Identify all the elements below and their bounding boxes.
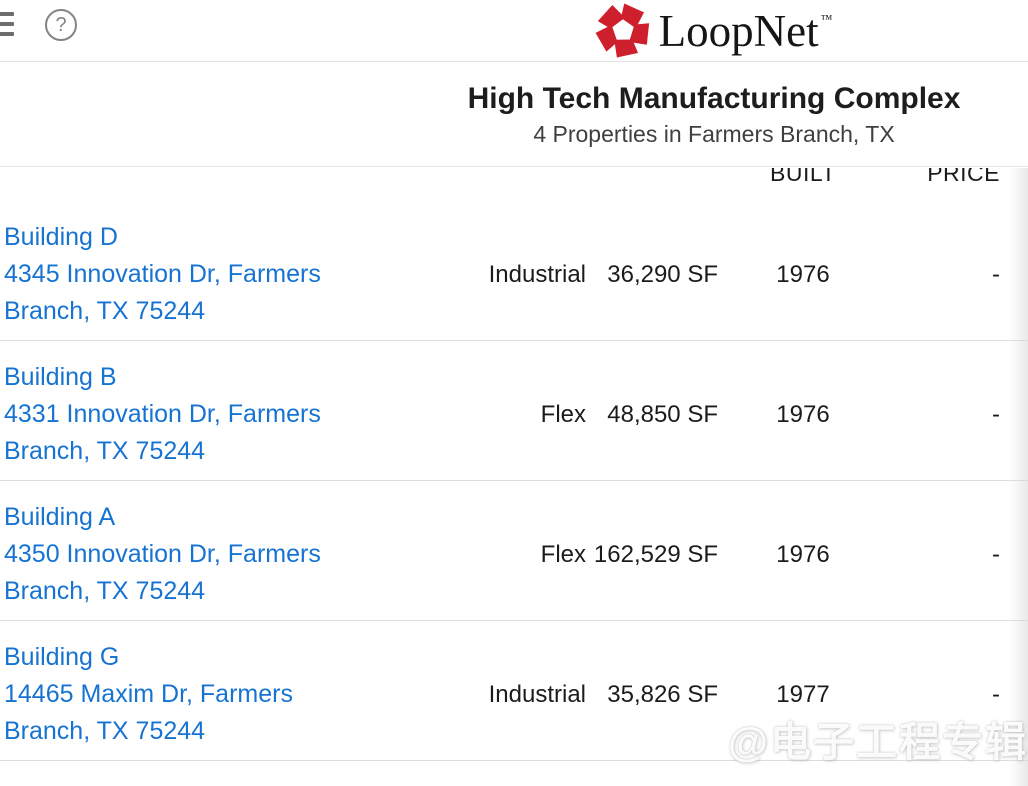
property-size: 48,850 SF: [607, 401, 718, 428]
property-size: 36,290 SF: [607, 261, 718, 288]
watermark: @电子工程专辑: [728, 719, 1028, 765]
help-icon[interactable]: ?: [45, 9, 77, 41]
menu-icon-bar: [0, 12, 14, 16]
property-address-link[interactable]: 4350 Innovation Dr, Farmers Branch, TX 7…: [4, 536, 440, 610]
listing-header: High Tech Manufacturing Complex 4 Proper…: [0, 63, 1028, 167]
property-row: Building G 14465 Maxim Dr, Farmers Branc…: [0, 621, 1028, 761]
table-rows: Building D 4345 Innovation Dr, Farmers B…: [0, 201, 1028, 761]
property-price: -: [992, 681, 1000, 708]
table-column-headers: BUILT PRICE: [0, 168, 1028, 201]
property-price: -: [992, 401, 1000, 428]
property-year-built: 1976: [776, 261, 830, 288]
property-size: 35,826 SF: [607, 681, 718, 708]
property-name-link[interactable]: Building G: [4, 643, 120, 671]
property-type: Flex: [540, 401, 586, 428]
column-header-price: PRICE: [927, 168, 1000, 186]
address-line-1: 4350 Innovation Dr, Farmers: [4, 540, 321, 568]
page-title: High Tech Manufacturing Complex: [467, 82, 961, 115]
menu-icon-bar: [0, 22, 14, 26]
property-name-address: Building A 4350 Innovation Dr, Farmers B…: [0, 499, 440, 620]
address-line-2: Branch, TX 75244: [4, 297, 206, 325]
property-address-link[interactable]: 14465 Maxim Dr, Farmers Branch, TX 75244: [4, 676, 440, 750]
property-name-address: Building D 4345 Innovation Dr, Farmers B…: [0, 219, 440, 340]
property-type: Industrial: [488, 261, 586, 288]
address-line-2: Branch, TX 75244: [4, 577, 206, 605]
property-name-link[interactable]: Building D: [4, 223, 118, 251]
property-type: Flex: [540, 541, 586, 568]
column-header-built: BUILT: [770, 168, 836, 186]
property-year-built: 1976: [776, 401, 830, 428]
property-name-address: Building G 14465 Maxim Dr, Farmers Branc…: [0, 639, 440, 760]
address-line-2: Branch, TX 75244: [4, 717, 206, 745]
loopnet-pinwheel-icon: [595, 3, 650, 57]
property-row: Building A 4350 Innovation Dr, Farmers B…: [0, 481, 1028, 621]
address-line-1: 4331 Innovation Dr, Farmers: [4, 400, 321, 428]
loopnet-logo[interactable]: LoopNet ™: [595, 0, 833, 62]
address-line-2: Branch, TX 75244: [4, 437, 206, 465]
property-type: Industrial: [488, 681, 586, 708]
properties-table: BUILT PRICE Building D 4345 Innovation D…: [0, 168, 1028, 786]
property-address-link[interactable]: 4331 Innovation Dr, Farmers Branch, TX 7…: [4, 396, 440, 470]
property-size: 162,529 SF: [593, 541, 718, 568]
property-year-built: 1977: [776, 681, 830, 708]
trademark-symbol: ™: [820, 12, 833, 26]
menu-icon[interactable]: [0, 12, 14, 42]
top-bar: ? LoopNet ™: [0, 0, 1028, 62]
property-name-link[interactable]: Building A: [4, 503, 116, 531]
property-price: -: [992, 261, 1000, 288]
property-name-link[interactable]: Building B: [4, 363, 117, 391]
property-name-address: Building B 4331 Innovation Dr, Farmers B…: [0, 359, 440, 480]
page-subtitle: 4 Properties in Farmers Branch, TX: [533, 121, 895, 147]
property-year-built: 1976: [776, 541, 830, 568]
property-row: Building B 4331 Innovation Dr, Farmers B…: [0, 341, 1028, 481]
loopnet-logo-text: LoopNet: [658, 5, 819, 56]
property-address-link[interactable]: 4345 Innovation Dr, Farmers Branch, TX 7…: [4, 256, 440, 330]
property-price: -: [992, 541, 1000, 568]
address-line-1: 4345 Innovation Dr, Farmers: [4, 260, 321, 288]
property-row: Building D 4345 Innovation Dr, Farmers B…: [0, 201, 1028, 341]
address-line-1: 14465 Maxim Dr, Farmers: [4, 680, 293, 708]
menu-icon-bar: [0, 32, 14, 36]
